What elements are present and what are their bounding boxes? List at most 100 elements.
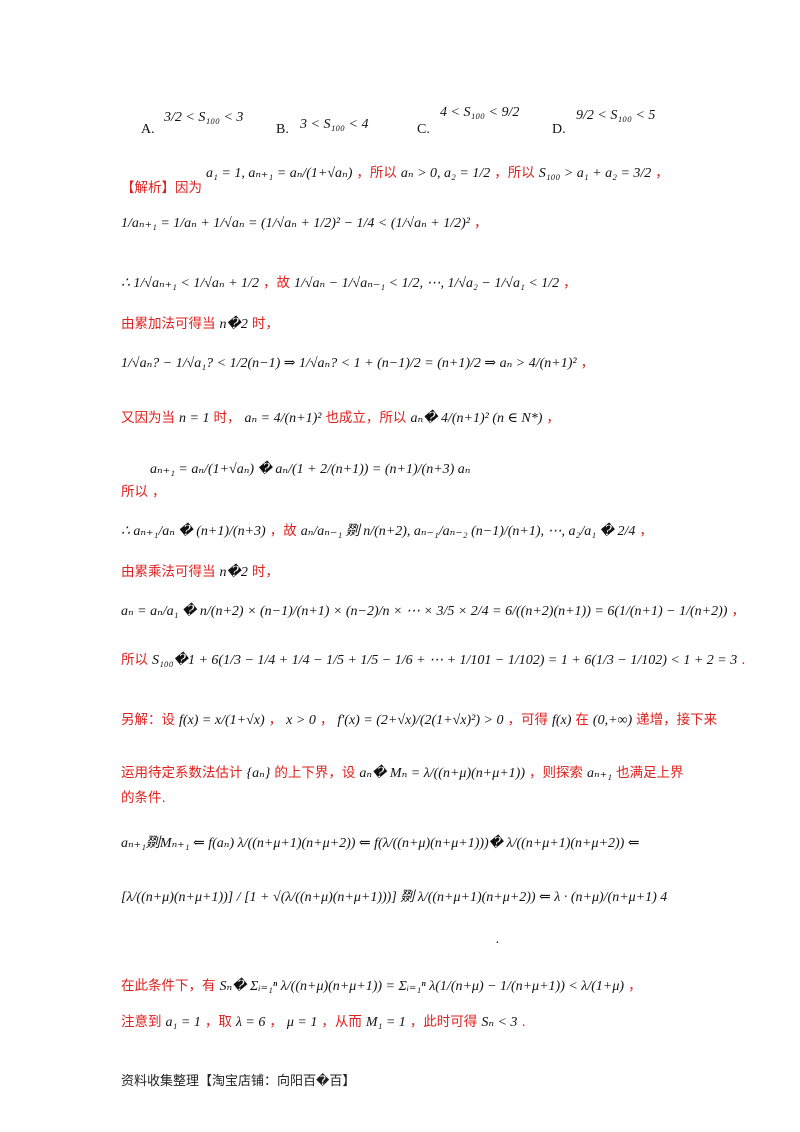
math-expression: Sₙ < 3: [481, 1015, 518, 1030]
math-expression: S₁₀₀ > a₁ + a₂ = 3/2: [538, 166, 652, 181]
explanation-text: ，取: [204, 1014, 232, 1030]
explanation-text: 时，: [251, 564, 279, 580]
solution-line-3: ∴ 1/√aₙ₊₁ < 1/√aₙ + 1/2 ，故 1/√aₙ − 1/√aₙ₋₁…: [121, 275, 581, 292]
math-expression: .: [496, 932, 500, 947]
option-d-expr: 9/2 < S₁₀₀ < 5: [576, 108, 656, 123]
solution-line-8: ∴ aₙ₊₁/aₙ � (n+1)/(n+3) ，故 aₙ/aₙ₋₁ 剟 n/(n+…: [121, 523, 657, 540]
math-expression: [λ/((n+μ)(n+μ+1))] / [1 + √(λ/((n+μ)(n+μ…: [121, 890, 668, 905]
solution-line-14: aₙ₊₁剟Mₙ₊₁ ⇐ f(aₙ) λ/((n+μ+1)(n+μ+2)) ⇐ f…: [121, 836, 644, 852]
math-expression: aₙ₊₁: [587, 766, 612, 781]
explanation-text: ，故: [269, 523, 297, 539]
math-expression: M₁ = 1: [365, 1015, 406, 1030]
option-b-label: B.: [276, 122, 289, 137]
explanation-text: ，: [473, 215, 488, 231]
solution-line-17: 注意到 a₁ = 1 ，取 λ = 6， μ = 1 ，从而 M₁ = 1 ，此时可得 Sₙ <…: [121, 1014, 530, 1031]
math-expression: aₙ� 4/(n+1)² (n ∈ N*): [410, 411, 543, 426]
math-expression: 1/√aₙ − 1/√aₙ₋₁ < 1/2, ⋯, 1/√a₂ − 1/√a₁ …: [293, 276, 560, 291]
explanation-text: 的条件.: [121, 790, 166, 806]
math-expression: a₁ = 1: [165, 1015, 201, 1030]
solution-line-7b: 所以，: [121, 484, 170, 501]
explanation-text: 在此条件下，有: [121, 978, 216, 994]
footer-source: 资料收集整理【淘宝店铺：向阳百�百】: [121, 1074, 356, 1089]
math-expression: ∴ aₙ₊₁/aₙ � (n+1)/(n+3): [121, 524, 266, 539]
math-expression: a₁ = 1, aₙ₊₁ = aₙ/(1+√aₙ): [206, 166, 353, 181]
explanation-text: 所以: [121, 652, 148, 668]
option-d-label: D.: [552, 122, 566, 137]
explanation-text: ，所以: [494, 165, 535, 181]
math-expression: S₁₀₀�1 + 6(1/3 − 1/4 + 1/4 − 1/5 + 1/5 −…: [152, 653, 738, 668]
explanation-text: ，: [655, 165, 669, 181]
explanation-text: ，: [269, 1014, 283, 1030]
solution-heading: 【解析】因为: [121, 180, 206, 197]
explanation-text: ，: [152, 484, 166, 500]
explanation-text: ，: [268, 712, 283, 728]
math-expression: Sₙ� Σᵢ₌₁ⁿ λ/((n+μ)(n+μ+1)) = Σᵢ₌₁ⁿ λ(1/(…: [219, 979, 625, 994]
solution-line-10: aₙ = aₙ/a₁ � n/(n+2) × (n−1)/(n+1) × (n−…: [121, 603, 749, 620]
math-expression: aₙ > 0, a₂ = 1/2: [400, 166, 491, 181]
math-expression: aₙ = aₙ/a₁ � n/(n+2) × (n−1)/(n+1) × (n−…: [121, 604, 728, 619]
math-expression: x > 0: [286, 713, 316, 728]
math-expression: ∴ 1/√aₙ₊₁ < 1/√aₙ + 1/2: [121, 276, 259, 291]
explanation-text: 又因为当: [121, 410, 175, 426]
explanation-text: 注意到: [121, 1014, 162, 1030]
math-expression: (0,+∞): [592, 713, 633, 728]
explanation-text: 时，: [213, 410, 241, 426]
solution-line-13: 运用待定系数法估计 {aₙ} 的上下界，设 aₙ� Mₙ = λ/((n+μ)(n+μ…: [121, 765, 687, 782]
explanation-text: ，: [563, 275, 577, 291]
option-a-label: A.: [141, 122, 155, 137]
solution-line-12: 另解：设 f(x) = x/(1+√x)， x > 0， f′(x) = (2+√x)…: [121, 712, 721, 729]
explanation-text: 由累加法可得当: [121, 316, 216, 332]
math-expression: n�2: [219, 565, 248, 580]
solution-line-16: 在此条件下，有 Sₙ� Σᵢ₌₁ⁿ λ/((n+μ)(n+μ+1)) = Σᵢ₌₁…: [121, 978, 646, 995]
math-expression: f(x): [551, 713, 572, 728]
solution-line-7: aₙ₊₁ = aₙ/(1+√aₙ) � aₙ/(1 + 2/(n+1)) = (…: [150, 462, 474, 478]
explanation-text: 【解析】因为: [121, 180, 202, 196]
solution-line-15: [λ/((n+μ)(n+μ+1))] / [1 + √(λ/((n+μ)(n+μ…: [121, 890, 671, 906]
solution-line-15b: .: [496, 932, 504, 948]
explanation-text: 的上下界，设: [274, 765, 356, 781]
math-expression: f(x) = x/(1+√x): [179, 713, 265, 728]
explanation-text: 另解：设: [121, 712, 175, 728]
option-c-label: C.: [417, 122, 430, 137]
explanation-text: ，此时可得: [409, 1014, 478, 1030]
math-expression: aₙ/aₙ₋₁ 剟 n/(n+2), aₙ₋₁/aₙ₋₂ (n−1)/(n+1)…: [300, 524, 636, 539]
explanation-text: ，: [580, 355, 595, 371]
math-expression: aₙ� Mₙ = λ/((n+μ)(n+μ+1)): [359, 766, 526, 781]
solution-line-9: 由累乘法可得当 n�2 时，: [121, 564, 283, 581]
solution-line-5: 1/√aₙ? − 1/√a₁? < 1/2(n−1) ⇒ 1/√aₙ? < 1 …: [121, 355, 598, 372]
option-a-expr: 3/2 < S₁₀₀ < 3: [164, 110, 244, 125]
explanation-text: 在: [575, 712, 589, 728]
explanation-text: 递增，接下来: [636, 712, 718, 728]
explanation-text: ，: [639, 523, 653, 539]
math-expression: 1/√aₙ? − 1/√a₁? < 1/2(n−1) ⇒ 1/√aₙ? < 1 …: [121, 356, 577, 371]
explanation-text: ，则探索: [529, 765, 584, 781]
explanation-text: 由累乘法可得当: [121, 564, 216, 580]
explanation-text: ，: [546, 410, 560, 426]
explanation-text: 所以: [121, 484, 148, 500]
explanation-text: 也满足上界: [615, 765, 684, 781]
math-expression: n = 1: [179, 411, 210, 426]
explanation-text: 时，: [251, 316, 279, 332]
explanation-text: 运用待定系数法估计: [121, 765, 243, 781]
explanation-text: ，所以: [356, 165, 397, 181]
math-expression: λ = 6: [235, 1015, 266, 1030]
solution-line-1: a₁ = 1, aₙ₊₁ = aₙ/(1+√aₙ) ，所以 aₙ > 0, a₂ =…: [206, 165, 673, 182]
explanation-text: ，: [731, 603, 745, 619]
math-expression: aₙ = 4/(n+1)²: [244, 411, 322, 426]
explanation-text: .: [521, 1014, 526, 1030]
explanation-text: 也成立，所以: [325, 410, 407, 426]
math-expression: aₙ₊₁ = aₙ/(1+√aₙ) � aₙ/(1 + 2/(n+1)) = (…: [150, 462, 471, 477]
explanation-text: ，故: [262, 275, 290, 291]
explanation-text: ，: [319, 712, 334, 728]
solution-line-4: 由累加法可得当 n�2 时，: [121, 316, 283, 333]
explanation-text: .: [741, 652, 746, 668]
solution-line-13b: 的条件.: [121, 790, 170, 807]
explanation-text: ，从而: [321, 1014, 362, 1030]
explanation-text: ，可得: [507, 712, 548, 728]
solution-line-6: 又因为当 n = 1 时， aₙ = 4/(n+1)² 也成立，所以 aₙ� 4/(n+1…: [121, 410, 564, 427]
math-expression: n�2: [219, 317, 248, 332]
math-expression: 1/aₙ₊₁ = 1/aₙ + 1/√aₙ = (1/√aₙ + 1/2)² −…: [121, 216, 470, 231]
solution-line-2: 1/aₙ₊₁ = 1/aₙ + 1/√aₙ = (1/√aₙ + 1/2)² −…: [121, 215, 491, 232]
option-b-expr: 3 < S₁₀₀ < 4: [300, 117, 369, 132]
solution-line-11: 所以 S₁₀₀�1 + 6(1/3 − 1/4 + 1/4 − 1/5 + 1/5…: [121, 652, 750, 669]
